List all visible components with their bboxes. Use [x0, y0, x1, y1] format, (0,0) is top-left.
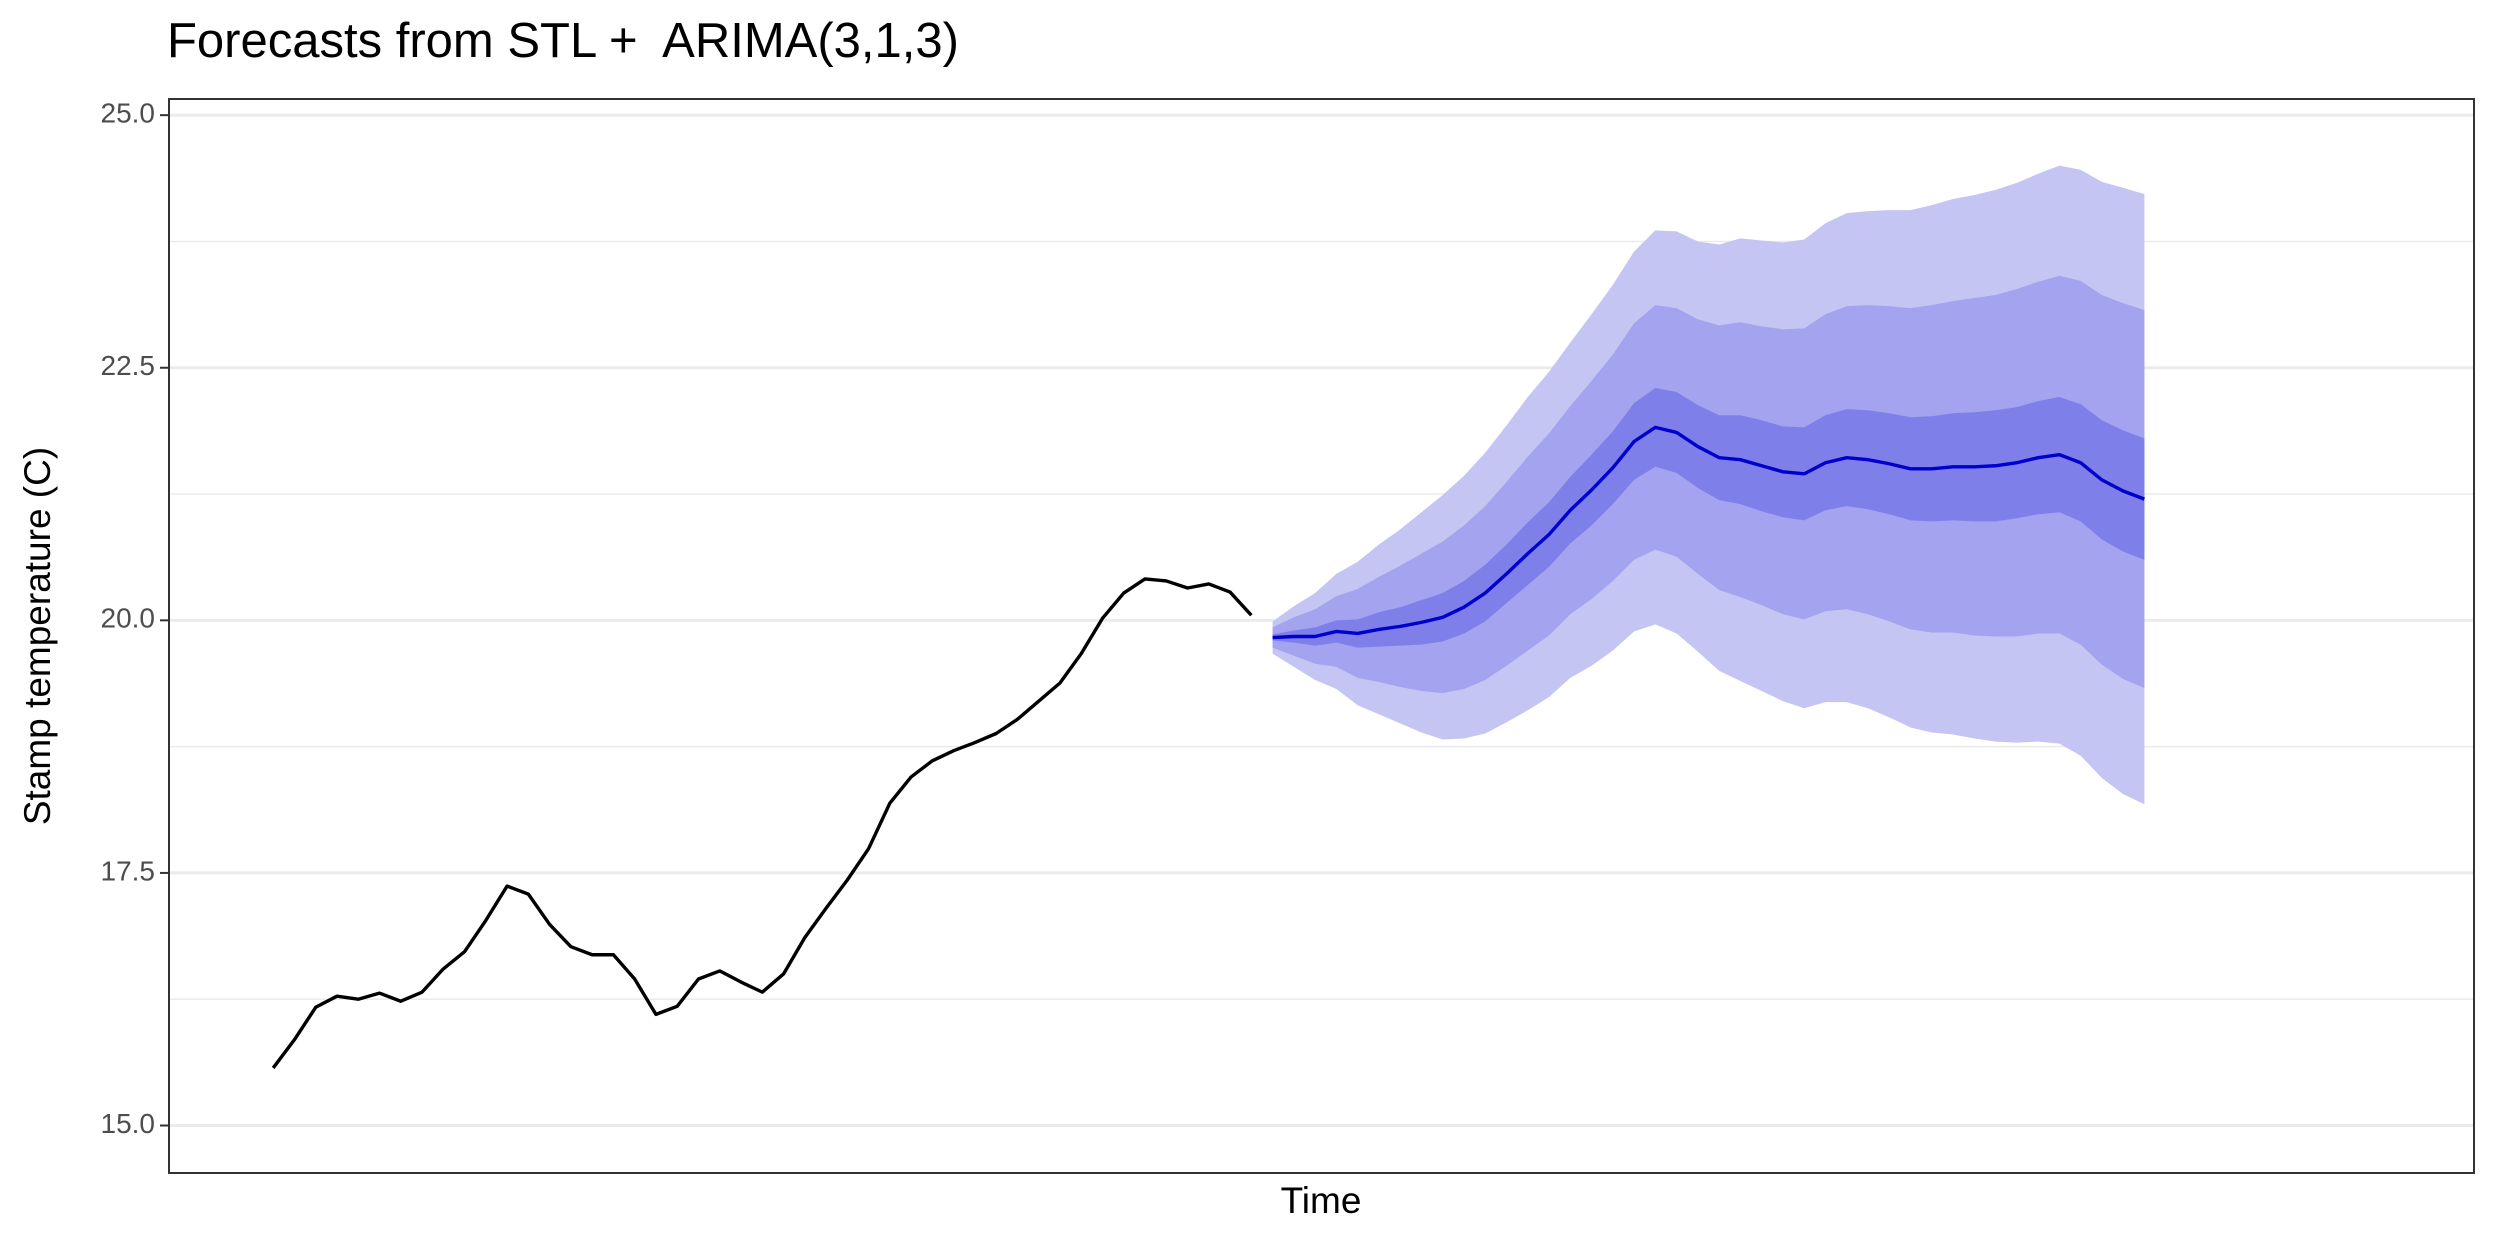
y-tick-label: 22.5: [101, 350, 156, 381]
x-axis-title: Time: [1281, 1180, 1362, 1221]
plot-border: [168, 98, 2475, 1174]
plot-area: [271, 165, 2146, 1069]
y-tick-label: 25.0: [101, 98, 156, 129]
y-axis: 15.0 17.5 20.0 22.5 25.0: [101, 98, 169, 1139]
y-tick-label: 17.5: [101, 855, 156, 886]
y-tick-label: 20.0: [101, 603, 156, 634]
chart-title: Forecasts from STL + ARIMA(3,1,3): [167, 14, 959, 68]
forecast-line: [1272, 425, 2146, 640]
y-axis-title: Stamp temperature (C): [17, 447, 58, 825]
y-tick-label: 15.0: [101, 1108, 156, 1139]
history-line: [271, 577, 1253, 1069]
prediction-interval: [1272, 387, 2145, 648]
